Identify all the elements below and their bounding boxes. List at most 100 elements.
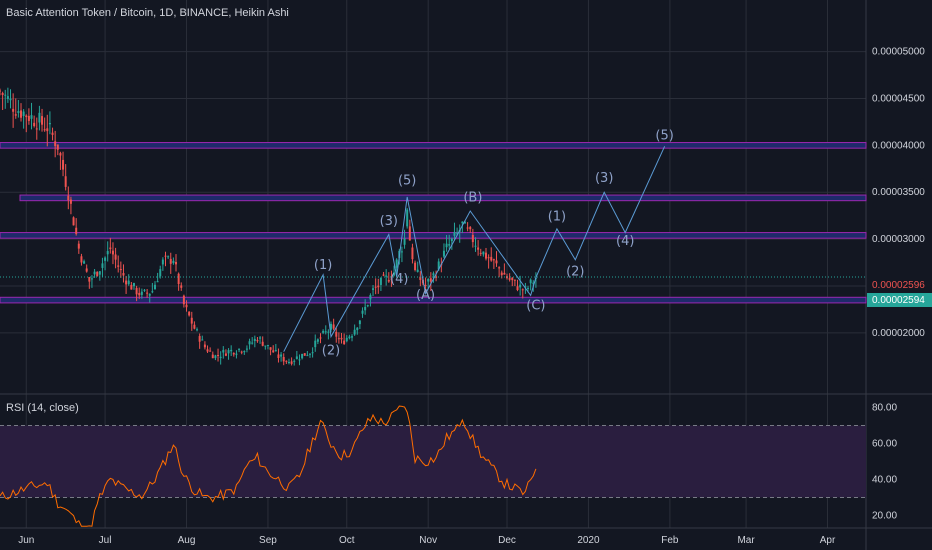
candle-body [217, 355, 220, 357]
price-tick-label: 0.00002000 [872, 328, 925, 339]
candle-body [109, 247, 112, 250]
candle-body [38, 112, 41, 123]
candle-body [406, 209, 409, 227]
candle-body [138, 292, 141, 296]
wave-label: (1) [314, 258, 332, 273]
candle-body [98, 271, 101, 275]
candle-body [366, 305, 369, 307]
candle-body [353, 329, 356, 335]
candle-body [513, 279, 516, 281]
candle-body [424, 285, 427, 287]
candle-body [224, 353, 227, 356]
candle-body [364, 306, 367, 311]
candle-body [301, 353, 304, 359]
candle-body [106, 251, 109, 255]
rsi-label: RSI (14, close) [6, 402, 79, 414]
candle-body [516, 286, 519, 291]
wave-label: (3) [380, 214, 398, 229]
candle-body [251, 342, 254, 344]
candle-body [201, 339, 204, 341]
wave-label: (5) [655, 129, 673, 144]
candle-body [372, 288, 375, 290]
candle-body [319, 337, 322, 339]
candle-body [67, 195, 70, 201]
candle-body [266, 345, 269, 347]
candle-body [330, 323, 333, 330]
candle-body [450, 238, 453, 242]
candle-body [356, 327, 359, 331]
candle-body [62, 159, 65, 170]
price-tag-bg [867, 278, 932, 292]
price-tick-label: 0.00005000 [872, 47, 925, 58]
candle-body [182, 295, 185, 305]
candle-body [48, 122, 51, 125]
candle-body [351, 336, 354, 338]
time-tick-label: Jul [99, 535, 112, 546]
time-tick-label: Sep [259, 535, 277, 546]
price-zone [0, 296, 867, 304]
candle-body [77, 243, 80, 249]
time-tick-label: Jun [18, 535, 34, 546]
candle-body [27, 115, 30, 121]
candle-body [198, 336, 201, 342]
candle-body [264, 345, 267, 347]
candle-body [322, 330, 325, 333]
candle-body [400, 251, 403, 253]
rsi-tick-label: 80.00 [872, 403, 897, 414]
candle-body [461, 221, 464, 224]
candle-body [169, 258, 172, 264]
candle-body [395, 259, 398, 268]
candle-body [511, 277, 514, 281]
candle-body [272, 350, 275, 353]
candle-body [222, 349, 225, 353]
candle-body [306, 355, 309, 357]
wave-label: (3) [595, 171, 613, 186]
candle-body [101, 263, 104, 268]
candle-body [33, 122, 36, 127]
candle-body [196, 329, 199, 331]
candle-body [382, 274, 385, 276]
candle-body [529, 279, 532, 284]
candle-body [6, 96, 9, 99]
prev-price-tag-bg [867, 293, 932, 307]
candle-body [230, 349, 233, 352]
price-tick-label: 0.00004500 [872, 93, 925, 104]
candle-body [487, 257, 490, 259]
candle-body [490, 256, 493, 261]
candle-body [482, 251, 485, 255]
candle-body [164, 255, 167, 257]
wave-label: (1) [548, 209, 566, 224]
candle-body [332, 324, 335, 329]
candle-body [414, 262, 417, 271]
candle-body [175, 261, 178, 265]
candle-body [9, 98, 12, 101]
candle-body [132, 283, 135, 287]
candle-body [419, 276, 422, 280]
candle-body [159, 269, 162, 277]
candle-body [261, 341, 264, 346]
candle-body [125, 280, 128, 285]
wave-label: (A) [416, 288, 435, 303]
time-tick-label: 2020 [577, 535, 600, 546]
candle-body [282, 357, 285, 362]
candle-body [416, 269, 419, 272]
candle-body [316, 339, 319, 342]
candle-body [361, 310, 364, 314]
candle-body [521, 289, 524, 291]
candle-body [41, 116, 44, 125]
candle-body [25, 115, 28, 118]
candle-body [337, 338, 340, 340]
time-tick-label: Oct [339, 535, 355, 546]
candle-body [474, 245, 477, 247]
candle-body [314, 340, 317, 348]
candle-body [308, 353, 311, 355]
candle-body [298, 359, 301, 361]
candle-body [146, 292, 149, 294]
candle-body [285, 360, 288, 362]
time-tick-label: Feb [661, 535, 679, 546]
candle-body [429, 278, 432, 282]
candle-body [51, 132, 54, 135]
candle-body [214, 355, 217, 359]
candle-body [445, 243, 448, 248]
